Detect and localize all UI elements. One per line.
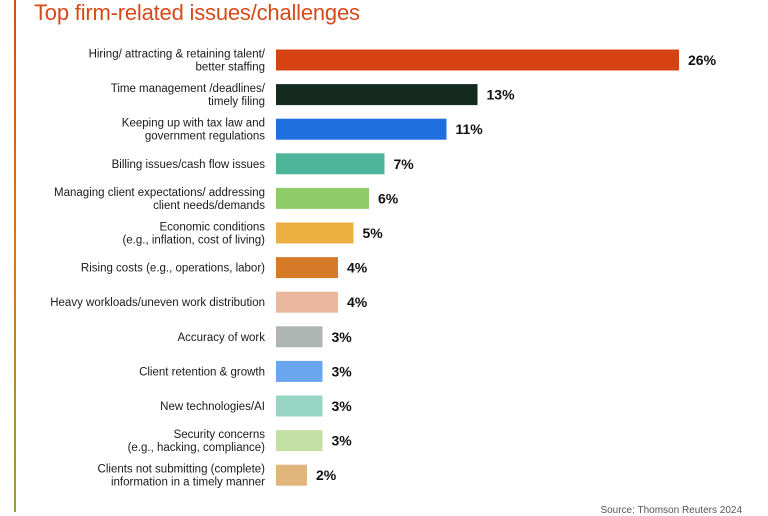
left-accent-rule	[14, 0, 16, 512]
category-label-7: Heavy workloads/uneven work distribution	[50, 297, 265, 309]
bar-9	[276, 360, 323, 382]
category-label-9: Client retention & growth	[139, 366, 265, 378]
value-label-1: 13%	[487, 87, 516, 103]
value-label-6: 4%	[347, 260, 368, 276]
bar-3	[276, 153, 385, 175]
bar-11	[276, 430, 323, 452]
category-label-11: Security concerns (e.g., hacking, complia…	[128, 429, 266, 454]
bar-8	[276, 326, 323, 348]
source-note: Source: Thomson Reuters 2024	[600, 505, 742, 516]
category-label-3: Billing issues/cash flow issues	[112, 159, 266, 171]
bar-6	[276, 257, 338, 279]
value-label-5: 5%	[363, 225, 384, 241]
category-label-10: New technologies/AI	[160, 401, 265, 413]
value-label-8: 3%	[332, 329, 353, 345]
bar-2	[276, 118, 447, 140]
bar-12	[276, 464, 307, 486]
chart-title: Top firm-related issues/challenges	[34, 0, 360, 25]
category-label-12: Clients not submitting (complete) informa…	[98, 464, 266, 489]
bar-1	[276, 84, 478, 106]
value-label-2: 11%	[456, 121, 484, 137]
value-label-12: 2%	[316, 467, 337, 483]
category-label-2: Keeping up with tax law and government re…	[122, 118, 265, 143]
value-label-11: 3%	[332, 433, 353, 449]
bar-5	[276, 222, 354, 244]
value-label-7: 4%	[347, 294, 368, 310]
category-label-8: Accuracy of work	[177, 332, 265, 344]
bar-10	[276, 395, 323, 417]
bar-0	[276, 49, 679, 71]
bar-4	[276, 187, 369, 209]
category-label-1: Time management /deadlines/timely filing	[111, 83, 266, 108]
bar-7	[276, 291, 338, 313]
value-label-4: 6%	[378, 190, 399, 206]
category-label-4: Managing client expectations/ addressing…	[54, 187, 265, 212]
value-label-10: 3%	[332, 398, 353, 414]
category-label-5: Economic conditions (e.g., inflation, cos…	[122, 222, 265, 247]
value-label-0: 26%	[688, 52, 717, 68]
category-label-0: Hiring/ attracting & retaining talent/be…	[89, 49, 266, 74]
value-label-9: 3%	[332, 363, 353, 379]
value-label-3: 7%	[394, 156, 415, 172]
category-label-6: Rising costs (e.g., operations, labor)	[81, 263, 265, 275]
